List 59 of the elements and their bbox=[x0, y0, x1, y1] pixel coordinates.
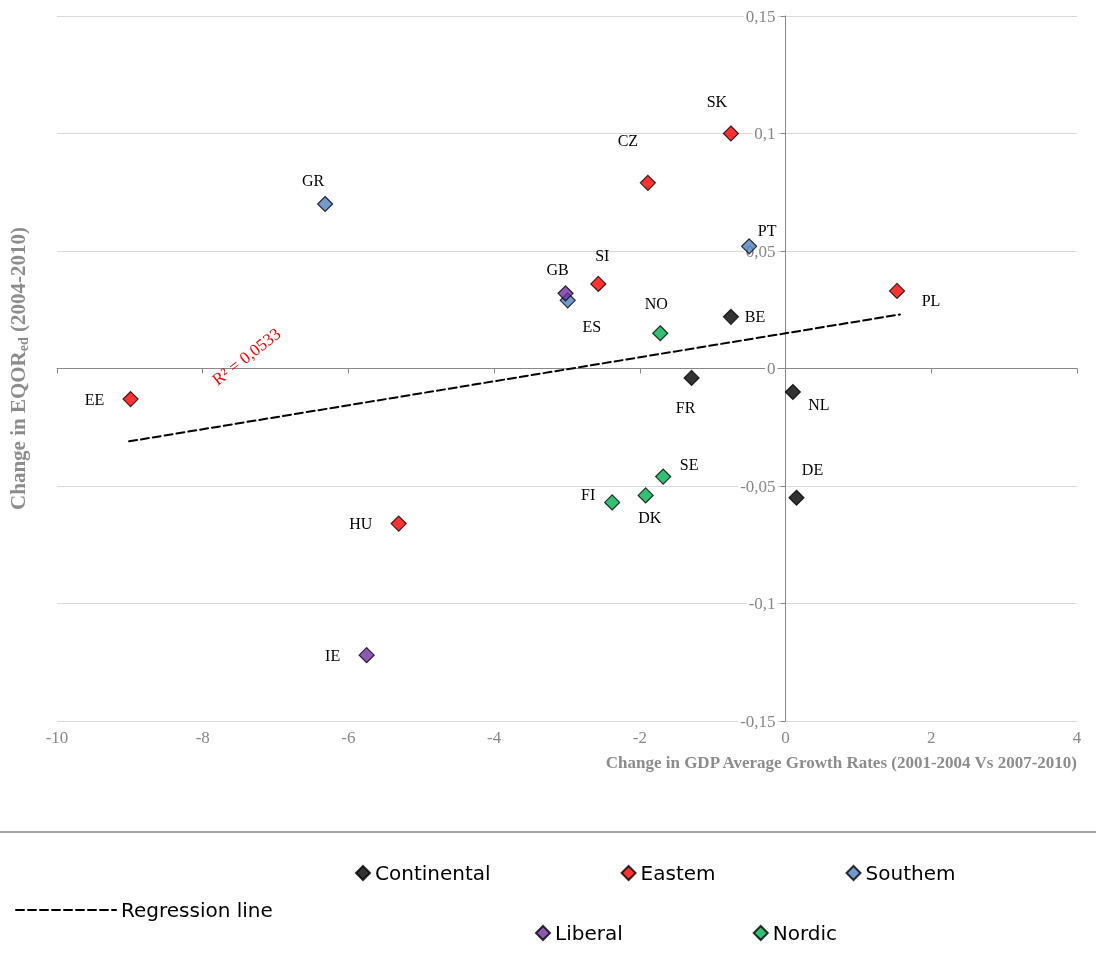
annotation: NL bbox=[808, 395, 830, 413]
x-tick-label: 2 bbox=[927, 728, 936, 747]
annotation: EE bbox=[84, 390, 105, 408]
annotation: DK bbox=[638, 508, 662, 526]
point bbox=[722, 308, 740, 325]
point bbox=[317, 195, 334, 213]
y-tick-label: 0 bbox=[767, 359, 776, 378]
point bbox=[655, 468, 672, 485]
point bbox=[358, 647, 375, 664]
legend-label: Nordic bbox=[772, 921, 838, 945]
annotation: SI bbox=[595, 247, 610, 265]
annotation: DE bbox=[801, 461, 824, 479]
point bbox=[888, 282, 906, 300]
annotation: SE bbox=[679, 456, 699, 474]
point bbox=[637, 487, 654, 504]
annotation: GB bbox=[546, 260, 569, 278]
point bbox=[639, 174, 656, 191]
x-tick-label: -4 bbox=[487, 728, 502, 747]
annotation: FR bbox=[675, 399, 696, 417]
annotation: HU bbox=[349, 515, 373, 533]
y-tick-label: -0,1 bbox=[748, 594, 776, 613]
point bbox=[557, 285, 574, 302]
point bbox=[122, 390, 139, 408]
annotation: ES bbox=[582, 317, 602, 335]
point bbox=[590, 275, 607, 292]
annotation: CZ bbox=[617, 132, 639, 150]
x-tick-label: -10 bbox=[45, 728, 69, 747]
x-tick-label: -8 bbox=[195, 728, 210, 747]
annotation: BE bbox=[744, 308, 766, 326]
legend-label: Southem bbox=[865, 861, 956, 885]
point bbox=[784, 383, 801, 401]
annotation: NO bbox=[644, 294, 668, 312]
y-tick-label: 0,05 bbox=[745, 241, 776, 261]
annotation: PL bbox=[921, 292, 941, 310]
y-tick-label: 0,15 bbox=[745, 6, 776, 26]
y-tick-label: -0,15 bbox=[740, 711, 776, 731]
point bbox=[722, 125, 740, 142]
legend-label: Liberal bbox=[555, 921, 623, 945]
annotation: PT bbox=[757, 221, 777, 239]
legend-label: Eastem bbox=[640, 861, 716, 885]
x-tick-label: 0 bbox=[781, 728, 790, 747]
y-axis-title: Change in EQORed (2004-2010) bbox=[6, 227, 31, 510]
x-tick-label: -6 bbox=[341, 728, 356, 747]
annotation: IE bbox=[325, 646, 341, 664]
x-axis-title: Change in GDP Average Growth Rates (2001-2004 Vs 2007-2010) bbox=[605, 752, 1077, 772]
point bbox=[604, 494, 621, 511]
annotation: FI bbox=[581, 485, 596, 503]
y-tick-label: -0,05 bbox=[740, 476, 776, 496]
y-tick-label: 0,1 bbox=[754, 124, 776, 143]
point bbox=[652, 325, 669, 342]
x-tick-label: 4 bbox=[1072, 728, 1082, 747]
legend-label: Regression line bbox=[121, 898, 273, 922]
annotation: GR bbox=[302, 171, 325, 189]
x-tick-label: -2 bbox=[632, 728, 647, 747]
point bbox=[683, 369, 700, 386]
point bbox=[788, 489, 805, 506]
annotation: SK bbox=[706, 93, 728, 110]
legend-label: Continental bbox=[375, 861, 491, 885]
point bbox=[390, 515, 407, 532]
